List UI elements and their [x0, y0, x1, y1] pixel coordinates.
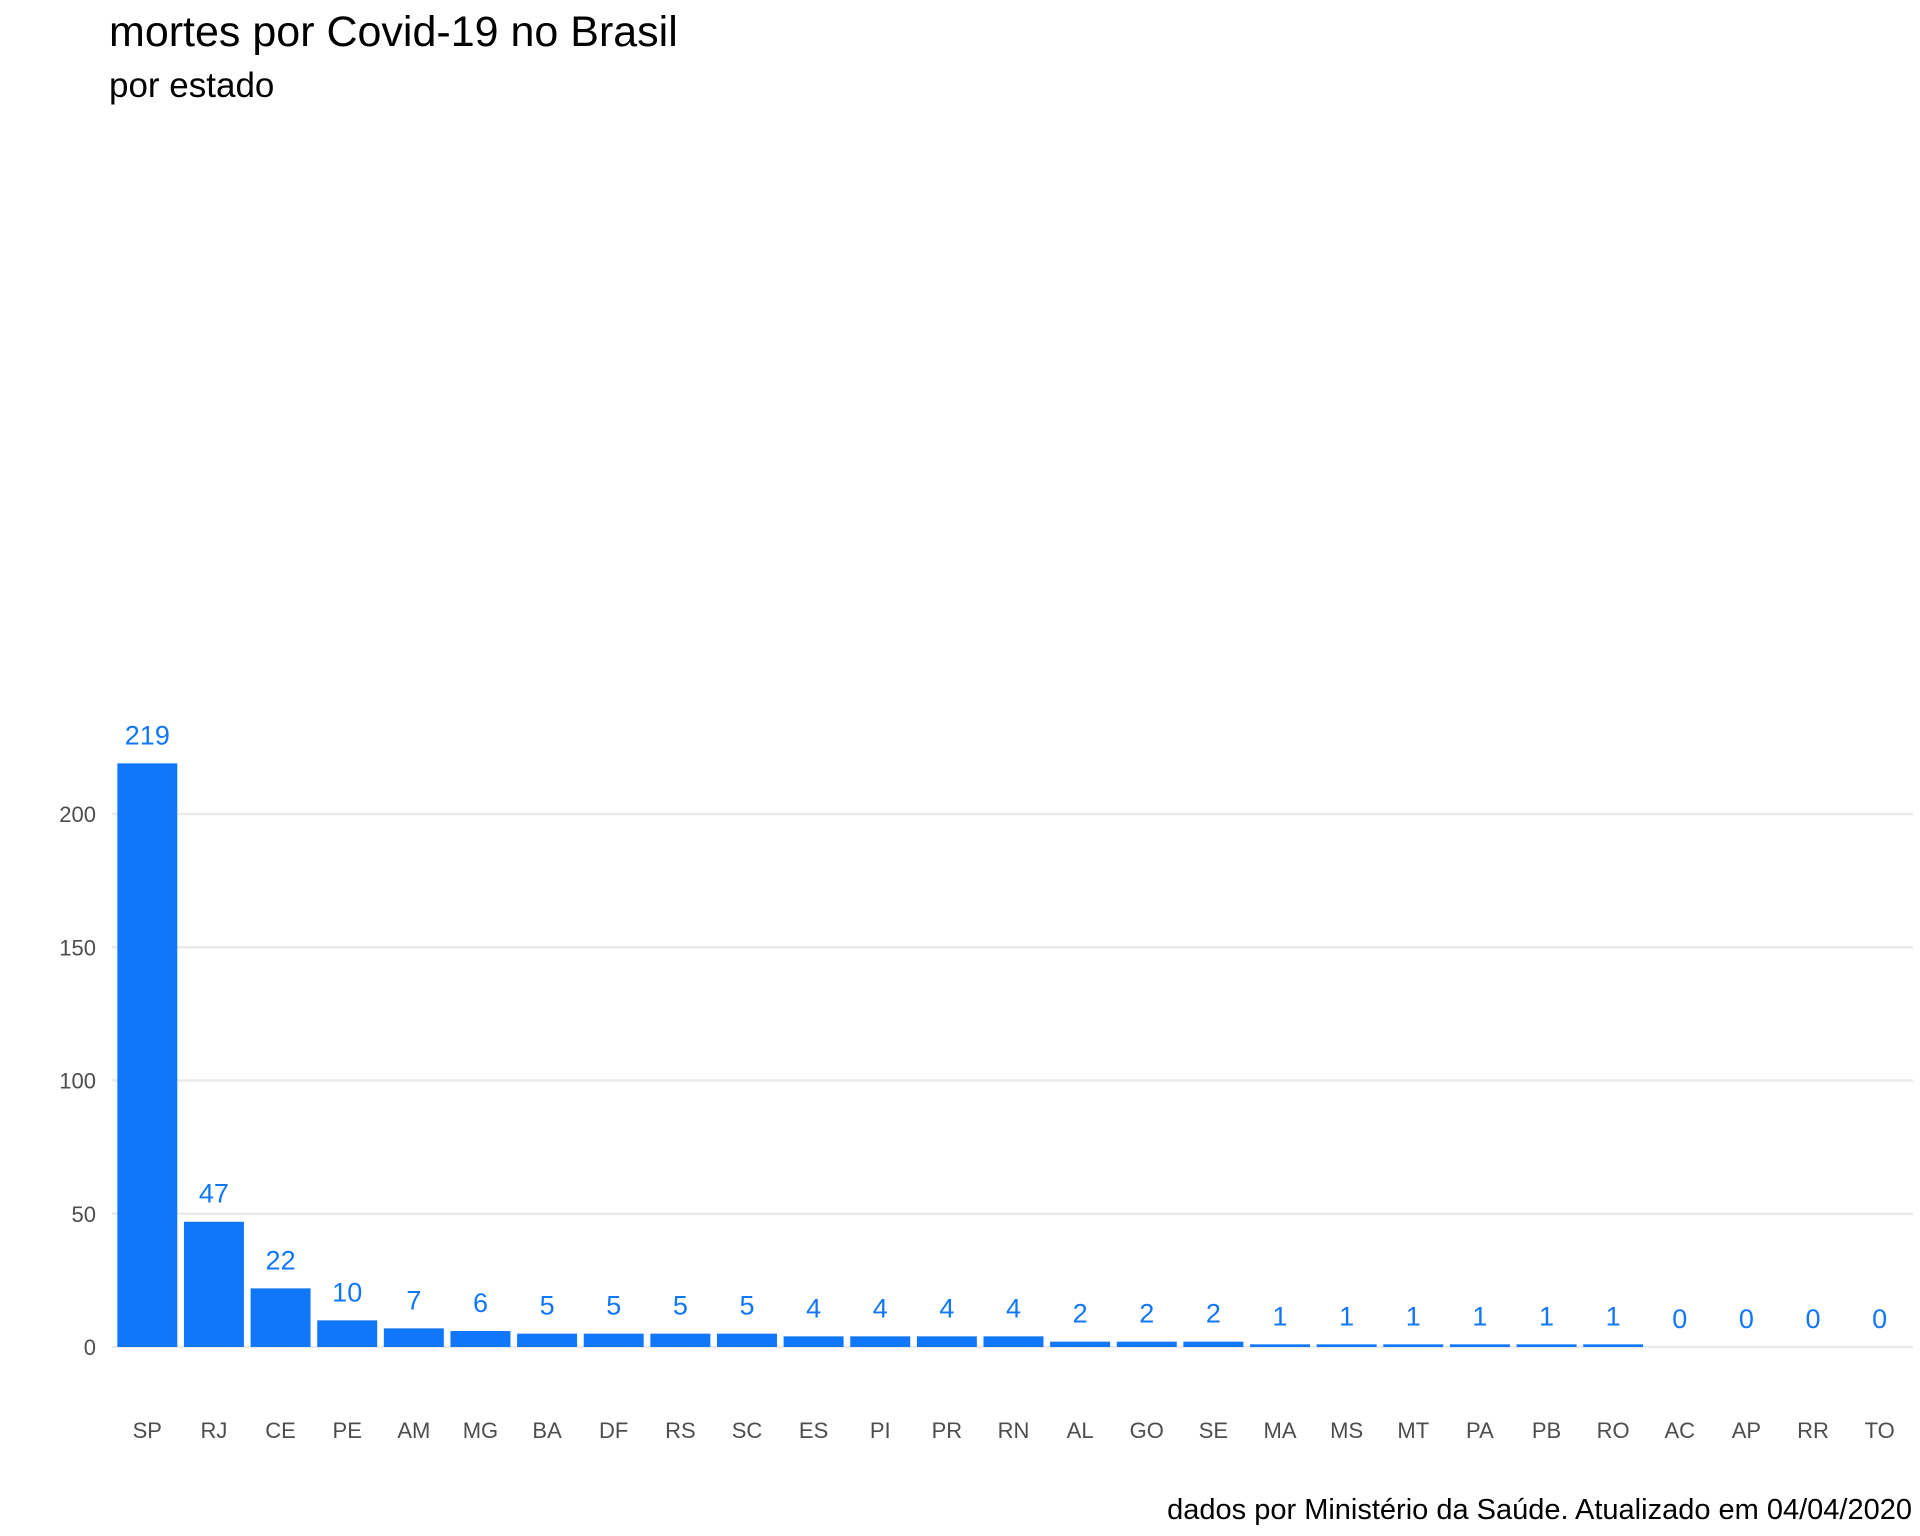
y-tick-label: 50 — [72, 1202, 96, 1227]
gridlines — [112, 812, 1913, 1349]
x-tick-label-pr: PR — [932, 1418, 963, 1443]
x-tick-label-es: ES — [799, 1418, 828, 1443]
data-label-ac: 0 — [1672, 1304, 1687, 1334]
x-tick-label-am: AM — [397, 1418, 430, 1443]
bar-al — [1050, 1341, 1111, 1347]
bar-se — [1183, 1341, 1244, 1347]
data-label-pi: 4 — [873, 1293, 888, 1323]
bar-go — [1116, 1341, 1177, 1347]
y-tick-label: 200 — [59, 802, 96, 827]
bar-mg — [450, 1331, 511, 1347]
bar-ro — [1583, 1344, 1644, 1347]
x-tick-label-pb: PB — [1532, 1418, 1561, 1443]
bar-mt — [1383, 1344, 1444, 1347]
x-tick-label-ro: RO — [1597, 1418, 1630, 1443]
data-label-se: 2 — [1206, 1299, 1221, 1329]
bar-ma — [1250, 1344, 1311, 1347]
data-label-rn: 4 — [1006, 1293, 1021, 1323]
x-tick-label-pa: PA — [1466, 1418, 1494, 1443]
data-label-es: 4 — [806, 1293, 821, 1323]
y-tick-label: 0 — [84, 1335, 96, 1360]
y-axis-ticks: 0 50 100 150 200 — [59, 802, 96, 1360]
bar-pb — [1516, 1344, 1577, 1347]
x-tick-label-sc: SC — [732, 1418, 763, 1443]
data-label-pe: 10 — [332, 1277, 362, 1307]
data-label-ap: 0 — [1739, 1304, 1754, 1334]
x-tick-label-mt: MT — [1397, 1418, 1429, 1443]
data-label-sc: 5 — [739, 1291, 754, 1321]
x-tick-label-ap: AP — [1732, 1418, 1761, 1443]
bars — [117, 763, 1644, 1347]
bar-rj — [183, 1221, 244, 1347]
bar-pe — [317, 1320, 378, 1347]
data-label-pa: 1 — [1472, 1301, 1487, 1331]
data-label-ba: 5 — [540, 1291, 555, 1321]
bar-rs — [650, 1333, 711, 1347]
data-label-rs: 5 — [673, 1291, 688, 1321]
data-label-sp: 219 — [125, 720, 170, 750]
bar-pr — [916, 1336, 977, 1347]
data-label-am: 7 — [406, 1285, 421, 1315]
x-tick-label-al: AL — [1067, 1418, 1094, 1443]
x-tick-label-rj: RJ — [200, 1418, 227, 1443]
data-label-pb: 1 — [1539, 1301, 1554, 1331]
chart-caption: dados por Ministério da Saúde. Atualizad… — [1167, 1494, 1912, 1526]
bar-es — [783, 1336, 844, 1347]
x-tick-label-ba: BA — [532, 1418, 562, 1443]
data-label-rr: 0 — [1806, 1304, 1821, 1334]
x-tick-label-ma: MA — [1264, 1418, 1297, 1443]
y-tick-label: 100 — [59, 1069, 96, 1094]
x-tick-label-go: GO — [1130, 1418, 1164, 1443]
bar-ce — [250, 1288, 311, 1347]
data-label-ce: 22 — [266, 1245, 296, 1275]
x-axis-ticks: SP RJ CE PE AM MG BA DF RS SC ES PI PR RN AL GO SE MA MS MT… — [133, 1418, 1895, 1443]
chart-subtitle: por estado — [109, 66, 275, 105]
data-label-mg: 6 — [473, 1288, 488, 1318]
bar-sp — [117, 763, 178, 1347]
x-tick-label-se: SE — [1199, 1418, 1228, 1443]
x-tick-label-to: TO — [1865, 1418, 1895, 1443]
bar-pi — [850, 1336, 911, 1347]
bar-ba — [517, 1333, 578, 1347]
data-label-go: 2 — [1139, 1299, 1154, 1329]
data-label-al: 2 — [1073, 1299, 1088, 1329]
data-label-pr: 4 — [939, 1293, 954, 1323]
data-label-ms: 1 — [1339, 1301, 1354, 1331]
bar-sc — [716, 1333, 777, 1347]
x-tick-label-pe: PE — [333, 1418, 362, 1443]
chart-title: mortes por Covid-19 no Brasil — [109, 8, 678, 56]
y-tick-label: 150 — [59, 935, 96, 960]
x-tick-label-ac: AC — [1665, 1418, 1696, 1443]
x-tick-label-mg: MG — [463, 1418, 498, 1443]
data-label-to: 0 — [1872, 1304, 1887, 1334]
x-tick-label-ce: CE — [265, 1418, 296, 1443]
data-label-df: 5 — [606, 1291, 621, 1321]
x-tick-label-sp: SP — [133, 1418, 162, 1443]
data-label-mt: 1 — [1406, 1301, 1421, 1331]
bar-pa — [1449, 1344, 1510, 1347]
bar-df — [583, 1333, 644, 1347]
x-tick-label-pi: PI — [870, 1418, 891, 1443]
x-tick-label-df: DF — [599, 1418, 628, 1443]
x-tick-label-ms: MS — [1330, 1418, 1363, 1443]
data-label-ma: 1 — [1273, 1301, 1288, 1331]
data-label-rj: 47 — [199, 1179, 229, 1209]
bar-ms — [1316, 1344, 1377, 1347]
bar-am — [383, 1328, 444, 1347]
x-tick-label-rr: RR — [1797, 1418, 1829, 1443]
x-tick-label-rs: RS — [665, 1418, 696, 1443]
bar-rn — [983, 1336, 1044, 1347]
x-tick-label-rn: RN — [998, 1418, 1030, 1443]
data-label-ro: 1 — [1606, 1301, 1621, 1331]
